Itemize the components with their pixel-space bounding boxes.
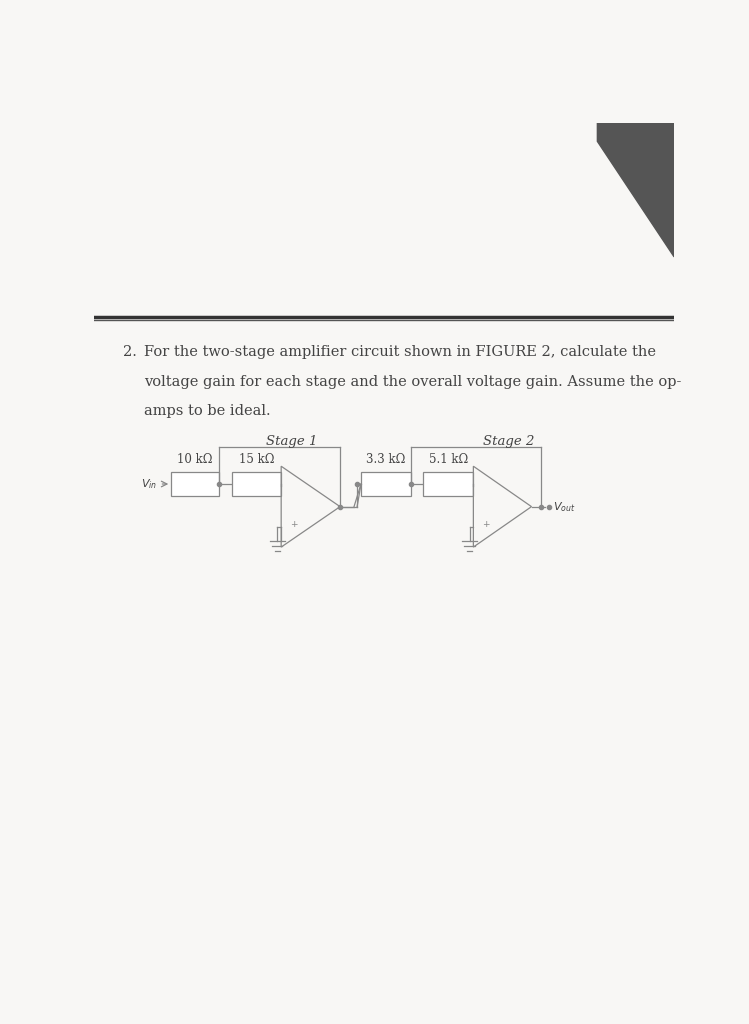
Text: 2.: 2. — [123, 345, 137, 359]
Text: +: + — [482, 520, 489, 529]
Text: 5.1 kΩ: 5.1 kΩ — [428, 454, 468, 466]
Polygon shape — [598, 123, 674, 257]
Bar — [231, 472, 281, 496]
Text: For the two-stage amplifier circuit shown in FIGURE 2, calculate the: For the two-stage amplifier circuit show… — [144, 345, 656, 359]
Text: $V_{in}$: $V_{in}$ — [141, 477, 157, 490]
Bar — [423, 472, 473, 496]
Text: Stage 1: Stage 1 — [266, 435, 317, 449]
Bar — [361, 472, 411, 496]
Text: Stage 2: Stage 2 — [482, 435, 534, 449]
Text: amps to be ideal.: amps to be ideal. — [144, 403, 270, 418]
Text: 15 kΩ: 15 kΩ — [239, 454, 274, 466]
Text: voltage gain for each stage and the overall voltage gain. Assume the op-: voltage gain for each stage and the over… — [144, 375, 682, 389]
Text: 3.3 kΩ: 3.3 kΩ — [366, 454, 406, 466]
Bar — [171, 472, 219, 496]
Text: +: + — [290, 520, 297, 529]
Text: $V_{out}$: $V_{out}$ — [554, 500, 576, 514]
Text: 10 kΩ: 10 kΩ — [178, 454, 213, 466]
